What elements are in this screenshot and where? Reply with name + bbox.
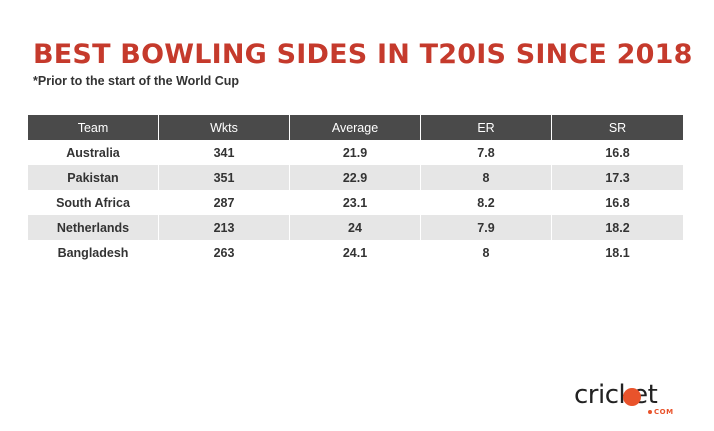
logo-suffix: COM xyxy=(654,408,674,416)
column-header-team: Team xyxy=(28,115,159,140)
cell-sr: 18.1 xyxy=(552,240,683,265)
table-row: Pakistan 351 22.9 8 17.3 xyxy=(28,165,683,190)
cell-team: South Africa xyxy=(28,190,159,215)
table-row: South Africa 287 23.1 8.2 16.8 xyxy=(28,190,683,215)
cell-sr: 17.3 xyxy=(552,165,683,190)
logo-wordmark: cricket xyxy=(574,380,658,410)
chart-title: BEST BOWLING SIDES IN T20IS SINCE 2018 xyxy=(33,39,693,70)
cell-sr: 18.2 xyxy=(552,215,683,240)
table-row: Australia 341 21.9 7.8 16.8 xyxy=(28,140,683,165)
stats-table-container: Team Wkts Average ER SR Australia 341 21… xyxy=(28,115,683,265)
cell-sr: 16.8 xyxy=(552,190,683,215)
column-header-sr: SR xyxy=(552,115,683,140)
cell-wkts: 341 xyxy=(159,140,290,165)
cell-er: 8 xyxy=(421,165,552,190)
cell-average: 21.9 xyxy=(290,140,421,165)
cell-average: 22.9 xyxy=(290,165,421,190)
cricket-ball-icon xyxy=(623,388,641,406)
cell-er: 7.9 xyxy=(421,215,552,240)
cell-wkts: 287 xyxy=(159,190,290,215)
bowling-stats-table: Team Wkts Average ER SR Australia 341 21… xyxy=(28,115,683,265)
logo-dot-icon xyxy=(648,410,652,414)
cell-er: 8 xyxy=(421,240,552,265)
cell-sr: 16.8 xyxy=(552,140,683,165)
cell-average: 24.1 xyxy=(290,240,421,265)
column-header-wkts: Wkts xyxy=(159,115,290,140)
table-header-row: Team Wkts Average ER SR xyxy=(28,115,683,140)
cell-er: 8.2 xyxy=(421,190,552,215)
cell-team: Netherlands xyxy=(28,215,159,240)
cell-team: Bangladesh xyxy=(28,240,159,265)
cricket-com-logo: cricket COM xyxy=(574,380,686,420)
chart-subtitle: *Prior to the start of the World Cup xyxy=(33,74,240,88)
column-header-average: Average xyxy=(290,115,421,140)
cell-wkts: 263 xyxy=(159,240,290,265)
cell-team: Australia xyxy=(28,140,159,165)
cell-er: 7.8 xyxy=(421,140,552,165)
cell-wkts: 351 xyxy=(159,165,290,190)
table-row: Netherlands 213 24 7.9 18.2 xyxy=(28,215,683,240)
cell-wkts: 213 xyxy=(159,215,290,240)
column-header-er: ER xyxy=(421,115,552,140)
cell-team: Pakistan xyxy=(28,165,159,190)
cell-average: 24 xyxy=(290,215,421,240)
cell-average: 23.1 xyxy=(290,190,421,215)
table-row: Bangladesh 263 24.1 8 18.1 xyxy=(28,240,683,265)
